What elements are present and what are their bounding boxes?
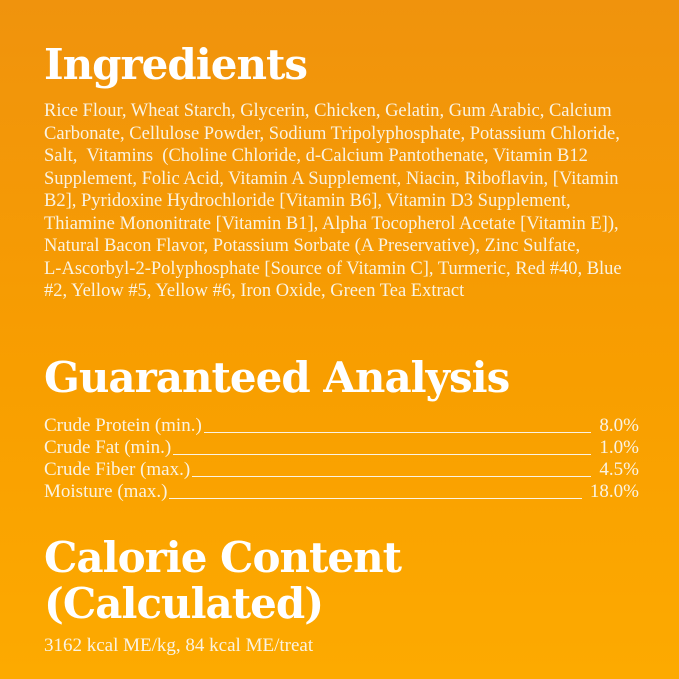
analysis-row-value: 18.0% (589, 480, 639, 502)
analysis-row-value: 8.0% (599, 414, 639, 436)
analysis-row-label: Moisture (max.) (44, 480, 168, 502)
table-row: Moisture (max.) 18.0% (44, 481, 639, 503)
analysis-row-label: Crude Protein (min.) (44, 414, 202, 436)
ingredients-list-text: Rice Flour, Wheat Starch, Glycerin, Chic… (44, 101, 622, 301)
analysis-row-label: Crude Fiber (max.) (44, 458, 191, 480)
guaranteed-analysis-table: Crude Protein (min.) 8.0% Crude Fat (min… (44, 415, 639, 503)
table-row: Crude Fiber (max.) 4.5% (44, 459, 639, 481)
table-row: Crude Protein (min.) 8.0% (44, 415, 639, 437)
calorie-content-detail: 3162 kcal ME/kg, 84 kcal ME/treat (44, 634, 314, 656)
analysis-row-value: 4.5% (599, 458, 639, 480)
leader-line (192, 459, 592, 477)
calorie-content-heading: Calorie Content (Calculated) (44, 532, 402, 628)
analysis-row-value: 1.0% (599, 436, 639, 458)
leader-line (203, 415, 592, 433)
analysis-row-label: Crude Fat (min.) (44, 436, 172, 458)
ingredients-heading: Ingredients (44, 40, 308, 89)
leader-line (169, 481, 582, 499)
table-row: Crude Fat (min.) 1.0% (44, 437, 639, 459)
guaranteed-analysis-heading: Guaranteed Analysis (44, 352, 510, 402)
leader-line (173, 437, 592, 455)
